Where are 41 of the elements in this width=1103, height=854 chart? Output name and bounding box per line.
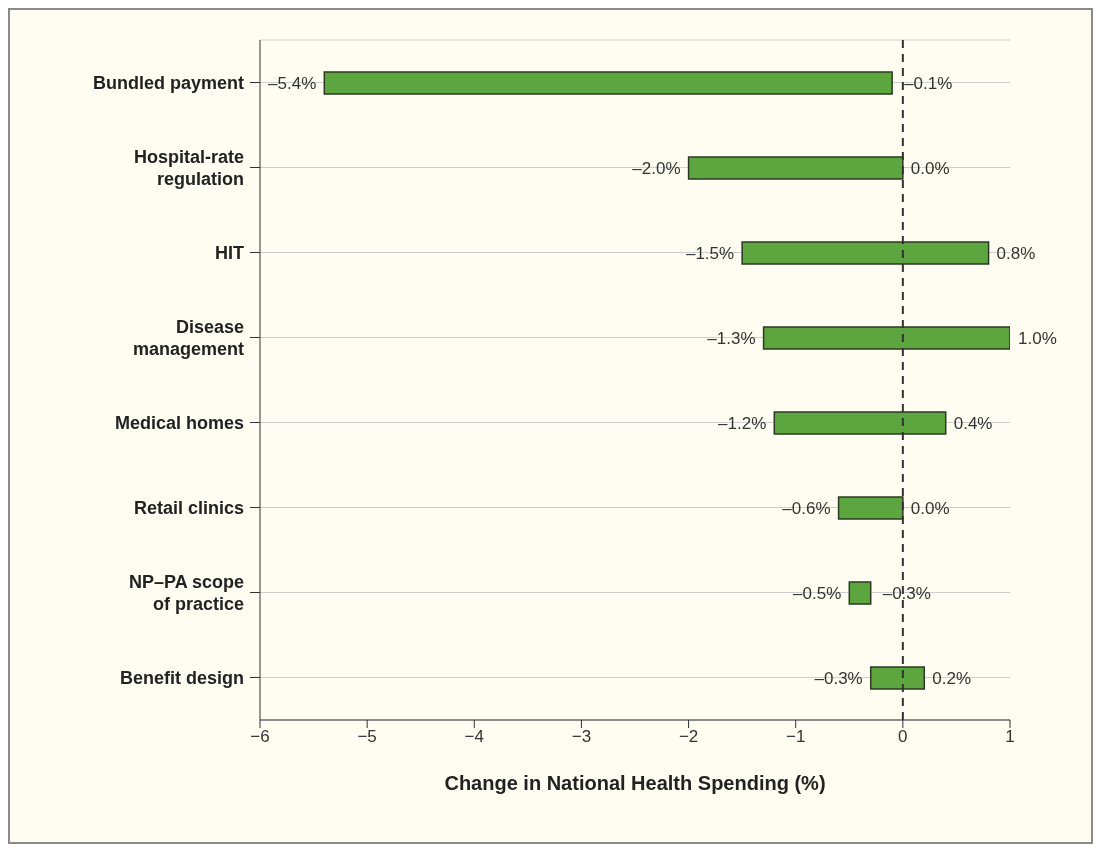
bar (869, 666, 926, 690)
bar (837, 496, 904, 520)
annotation: –0.1% (904, 73, 953, 93)
x-tick-label: −5 (357, 727, 377, 747)
y-tick-label: HIT (215, 242, 244, 263)
bar (773, 411, 947, 435)
x-tick-label: −2 (678, 727, 699, 747)
bar (762, 326, 1010, 350)
bar (741, 241, 990, 265)
x-tick-label: 0 (898, 727, 908, 747)
y-tick-label: NP–PA scope of practice (128, 571, 244, 614)
x-tick-label: −3 (571, 727, 592, 747)
y-tick-label: Medical homes (114, 412, 244, 433)
annotation: 0.8% (996, 243, 1036, 263)
bar (323, 71, 893, 95)
annotation: –0.5% (793, 583, 842, 603)
x-tick-label: −1 (786, 727, 806, 747)
annotation: –0.3% (882, 583, 931, 603)
annotation: 0.4% (953, 413, 993, 433)
y-tick-label: Hospital-rate regulation (133, 146, 244, 189)
annotation: –5.4% (268, 73, 317, 93)
y-tick-label: Retail clinics (133, 497, 244, 518)
annotation: 1.0% (1018, 328, 1057, 348)
x-tick-label: −6 (250, 727, 270, 747)
y-tick-label: Bundled payment (92, 72, 244, 93)
annotation: –1.2% (718, 413, 767, 433)
x-tick-label: −4 (464, 727, 484, 747)
x-axis-title: Change in National Health Spending (%) (444, 772, 826, 794)
y-tick-label: Benefit design (119, 667, 244, 688)
annotation: –1.3% (707, 328, 756, 348)
annotation: 0.0% (910, 158, 950, 178)
annotation: –2.0% (632, 158, 681, 178)
y-tick-label: Disease management (132, 316, 244, 359)
bar (848, 581, 872, 605)
annotation: –1.5% (685, 243, 735, 263)
bar (687, 156, 904, 180)
annotation: –0.6% (782, 498, 831, 518)
annotation: 0.0% (910, 498, 950, 518)
x-tick-label: 1 (1005, 727, 1015, 747)
annotation: –0.3% (814, 668, 863, 688)
annotation: 0.2% (932, 668, 972, 688)
